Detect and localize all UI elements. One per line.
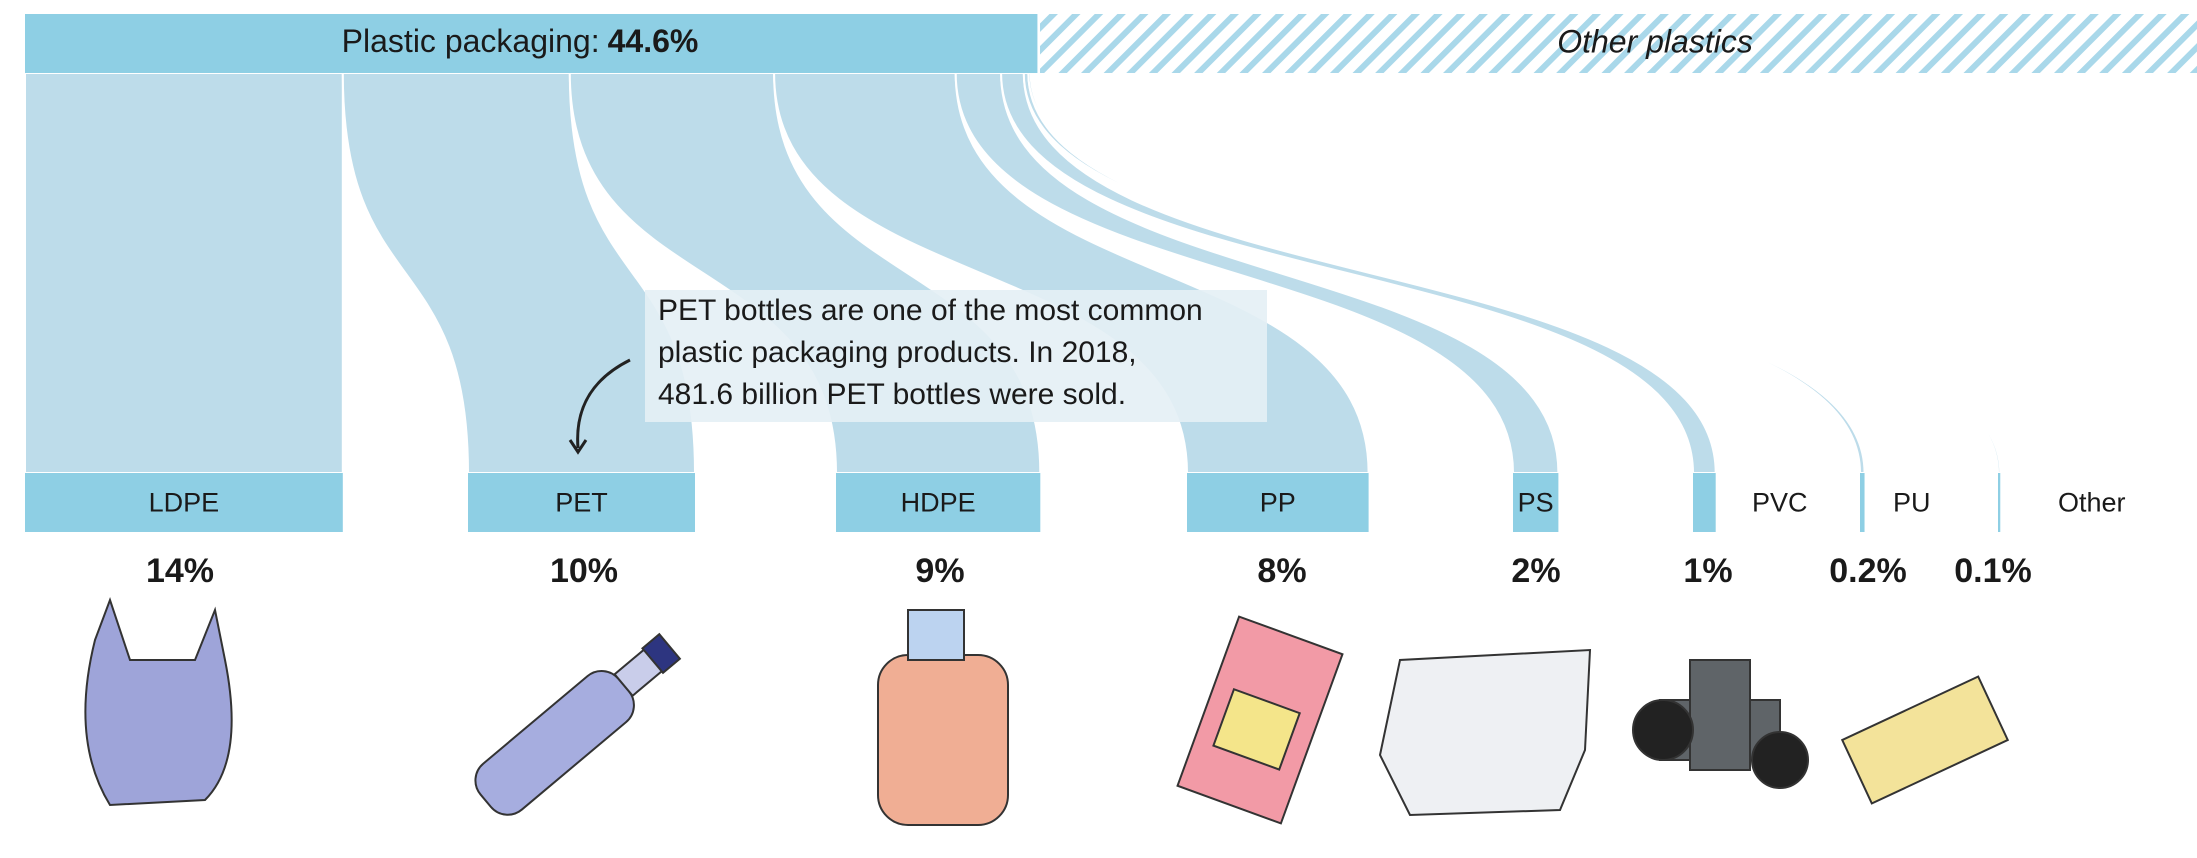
other-plastics-band <box>1040 14 2197 73</box>
categories: LDPE 14% PET 10% HDPE 9% PP 8% PS 2% PVC 1% PU 0.2% Ot… <box>25 473 2126 590</box>
category-label: PS <box>1518 488 1554 518</box>
category-bar <box>1860 473 1865 532</box>
category-bar <box>1693 473 1716 532</box>
tray-icon <box>1378 648 1592 817</box>
value-label: 2% <box>1511 552 1560 590</box>
pipe-icon <box>1632 659 1809 789</box>
bag-icon <box>84 597 233 807</box>
value-label: 14% <box>146 552 214 590</box>
category-label: PU <box>1893 488 1931 518</box>
title-text: Plastic packaging: <box>342 23 600 59</box>
plastic-packaging-title: Plastic packaging: 44.6% <box>342 23 699 59</box>
category-label: HDPE <box>901 488 976 518</box>
category-bar <box>468 473 695 532</box>
illustrations <box>84 597 2010 826</box>
value-label: 10% <box>550 552 618 590</box>
category-label: PVC <box>1752 488 1808 518</box>
other-plastics-label: Other plastics <box>1557 23 1753 59</box>
sponge-icon <box>1840 675 2010 805</box>
value-label: 8% <box>1257 552 1306 590</box>
category-bar <box>836 473 1041 532</box>
category-label: PP <box>1260 488 1296 518</box>
top-band: Plastic packaging: 44.6% <box>25 14 1038 73</box>
bottle-icon <box>474 632 682 816</box>
flow <box>23 72 344 474</box>
chips-icon <box>1176 615 1344 825</box>
category-bar <box>1187 473 1369 532</box>
category-bar <box>25 473 343 532</box>
category-label: PET <box>555 488 608 518</box>
annotation-line: 481.6 billion PET bottles were sold. <box>658 378 1126 411</box>
annotation-line: PET bottles are one of the most common <box>658 294 1203 327</box>
value-label: 9% <box>915 552 964 590</box>
category-bar <box>1513 473 1559 532</box>
annotation-box <box>645 290 1267 422</box>
total-label: 44.6% <box>608 23 699 59</box>
jug-icon <box>877 609 1009 826</box>
annotation-arrowhead <box>568 439 588 455</box>
annotation-line: plastic packaging products. In 2018, <box>658 336 1137 369</box>
annotation-arrow <box>576 358 631 449</box>
value-label: 1% <box>1683 552 1732 590</box>
category-label: Other <box>2058 488 2126 518</box>
category-label: LDPE <box>149 488 220 518</box>
value-label: 0.1% <box>1954 552 2032 590</box>
plastic-packaging-bar <box>25 14 1038 73</box>
value-label: 0.2% <box>1829 552 1907 590</box>
category-bar <box>1998 473 2001 532</box>
